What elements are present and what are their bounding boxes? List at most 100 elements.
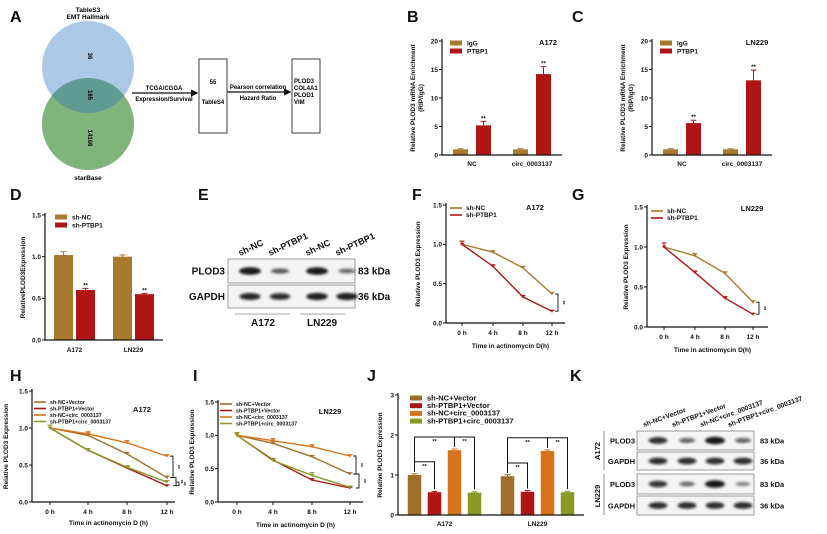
blot-band xyxy=(705,457,725,465)
chart-title: LN229 xyxy=(319,407,342,416)
x-tick-label: 8 h xyxy=(720,334,729,341)
charts: NC**circ_0003137**IgGPTBP105101520BA172R… xyxy=(3,9,804,529)
bar xyxy=(113,256,132,340)
panel-label: A xyxy=(10,9,22,26)
blot-band xyxy=(735,438,751,443)
legend-label: sh-PTBP1 xyxy=(72,222,103,229)
line-chart-h: 0 h 4 h 8 h 12 h Time in actinomycin D (h) sh… xyxy=(3,368,186,527)
cell-line-label: LN229 xyxy=(593,485,602,508)
venn-top-set-label: TableS3 xyxy=(76,7,101,14)
blot-band xyxy=(705,502,725,509)
data-point xyxy=(310,478,314,482)
data-point xyxy=(271,459,275,463)
data-point xyxy=(723,296,727,300)
y-axis-label: (RIP/IgG) xyxy=(628,84,635,112)
panel-label: C xyxy=(572,9,584,26)
data-point xyxy=(310,473,314,477)
significance-bracket xyxy=(454,436,475,490)
y-tick-label: 5 xyxy=(434,124,438,131)
data-point xyxy=(271,439,275,443)
significance-label: ** xyxy=(481,116,486,122)
gene-label: VIM xyxy=(294,100,305,106)
x-axis-label: Time in actinomycin D(h) xyxy=(674,347,751,354)
significance-bracket xyxy=(756,301,760,315)
y-tick-label: 0.5 xyxy=(205,466,214,473)
result-box-1 xyxy=(198,58,228,134)
y-tick-label: 1.0 xyxy=(205,433,214,440)
y-axis-label: Relative PLOD3 Expression xyxy=(623,224,630,309)
legend-label: sh-NC+circ_0003137 xyxy=(50,413,102,419)
line-chart-g: 0 h 4 h 8 h 12 h Time in actinomycin D(h) sh-… xyxy=(572,187,768,354)
series-line xyxy=(236,434,351,457)
blot-band xyxy=(679,481,695,487)
blot-band xyxy=(270,268,290,274)
blot-band xyxy=(648,437,668,444)
legend-label: sh-NC+circ_0003137 xyxy=(236,415,288,421)
data-point xyxy=(460,242,464,246)
x-tick-label: 8 h xyxy=(307,509,316,516)
legend-label: sh-PTBP1+Vector xyxy=(50,407,94,413)
y-tick-label: 0.0 xyxy=(19,499,28,506)
data-point xyxy=(86,448,90,452)
x-tick-label: 12 h xyxy=(545,330,558,337)
x-axis-label: Time in actinomycin D (h) xyxy=(256,522,335,529)
y-tick-label: 1.5 xyxy=(205,399,214,406)
line-chart-f: 0 h 4 h 8 h 12 h Time in actinomycin D(h) sh-… xyxy=(412,187,565,350)
data-point xyxy=(310,445,314,449)
venn-top-set-label: EMT Hallmark xyxy=(67,14,110,21)
legend-label: sh-PTBP1+circ_0003137 xyxy=(427,416,514,425)
blot-band xyxy=(705,436,725,445)
blot-band xyxy=(733,502,753,509)
x-tick-label: 4 h xyxy=(690,334,699,341)
y-axis-label: Relative PLOD3 mRNA Enrichment xyxy=(620,43,627,151)
bar xyxy=(476,125,491,155)
bar xyxy=(54,255,73,340)
legend-label: sh-PTBP1+circ_0003137 xyxy=(236,422,297,428)
molecular-weight-label: 83 kDa xyxy=(760,480,785,489)
significance-bracket xyxy=(555,293,559,312)
panel-a-venn: A TableS3 EMT Hallmark 36 165 14166 star… xyxy=(10,7,321,182)
significance-label: ** xyxy=(751,65,756,71)
y-tick-label: 2 xyxy=(390,432,394,439)
significance-label: ** xyxy=(422,464,427,470)
data-point xyxy=(723,271,727,275)
significance-label: ** xyxy=(760,306,766,310)
legend-swatch xyxy=(55,214,67,220)
gene-label: COL4A1 xyxy=(294,86,318,92)
legend-label: sh-PTBP1 xyxy=(667,215,698,222)
blot-band xyxy=(648,457,668,465)
legend-label: sh-NC xyxy=(466,205,485,212)
y-tick-label: 1.5 xyxy=(433,202,442,209)
y-tick-label: 1.0 xyxy=(32,254,41,261)
panel-label: I xyxy=(193,368,197,385)
y-tick-label: 0.5 xyxy=(634,284,643,291)
venn-bottom-set-label: starBase xyxy=(74,175,102,182)
y-axis-label: Relative PLOD3 mRNA Enrichment xyxy=(410,43,417,151)
x-tick-label: circ_0003137 xyxy=(512,161,553,168)
cell-line-label: A172 xyxy=(251,318,275,329)
y-tick-label: 5 xyxy=(644,124,648,131)
bar xyxy=(407,475,422,515)
data-point xyxy=(348,485,352,489)
data-point xyxy=(662,245,666,249)
significance-label: ** xyxy=(432,439,437,445)
panel-label: D xyxy=(10,187,22,204)
cell-line-label: LN229 xyxy=(307,318,337,329)
data-point xyxy=(165,480,169,484)
gene-label: PLOD1 xyxy=(294,93,315,99)
series-line xyxy=(663,246,754,315)
panel-label: H xyxy=(10,368,22,385)
series-line xyxy=(663,246,754,303)
y-axis-label: Relative PLOD3 Expression xyxy=(3,404,10,489)
blot-strip xyxy=(636,430,755,451)
venn-count-overlap: 165 xyxy=(86,90,92,101)
blot-band xyxy=(306,292,328,301)
bar xyxy=(453,149,468,155)
panel-label: E xyxy=(198,187,209,204)
arrow-2-label: Pearson correlation xyxy=(230,85,287,91)
bar xyxy=(427,492,442,515)
box-1-label: TableS4 xyxy=(202,100,225,106)
data-point xyxy=(550,309,554,313)
significance-bracket xyxy=(353,455,357,475)
protein-label: PLOD3 xyxy=(610,480,635,489)
